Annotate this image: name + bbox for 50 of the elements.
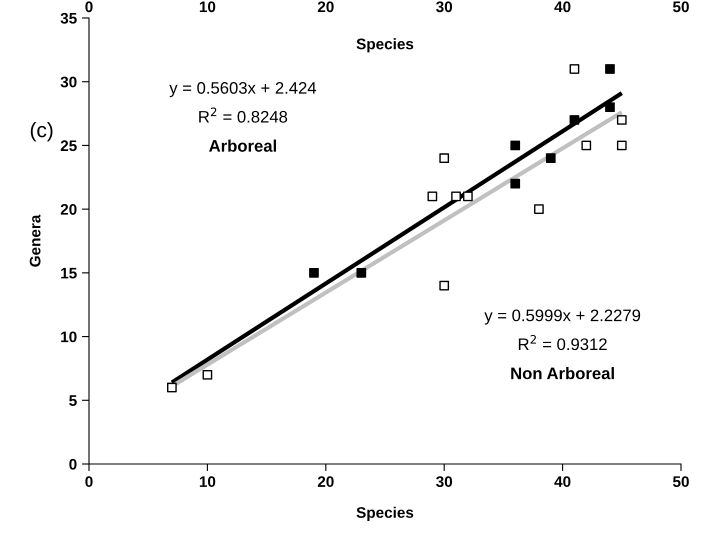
y-tick-label: 10 xyxy=(61,331,77,342)
x2-tick-label: 0 xyxy=(85,476,93,488)
point xyxy=(463,192,473,202)
point xyxy=(439,153,450,164)
x-tick-label: 10 xyxy=(200,1,216,12)
x2-tick-label: 10 xyxy=(200,476,216,488)
x-tick-label: 50 xyxy=(672,1,689,12)
annotation: Arboreal xyxy=(209,140,276,152)
annotation: y = 0.5999x + 2.2279 xyxy=(484,309,640,325)
x-tick-label: 20 xyxy=(318,1,334,12)
point xyxy=(581,140,592,150)
point xyxy=(605,102,615,112)
annotation: y = 0.5603x + 2.424 xyxy=(169,82,316,98)
point xyxy=(451,192,461,202)
point xyxy=(510,178,520,189)
x-tick-label: 30 xyxy=(436,1,452,12)
annotation: R$^{2}$ = 0.9312 xyxy=(518,334,607,350)
text: (c) xyxy=(30,122,52,142)
y-tick-label: 20 xyxy=(60,204,77,215)
annotation: R$^{2}$ = 0.8248 xyxy=(199,107,288,123)
x2-axis-title: Species xyxy=(356,38,414,52)
point xyxy=(616,115,627,125)
point xyxy=(510,140,520,150)
point xyxy=(605,64,615,74)
point xyxy=(167,382,177,392)
annotation: Non Arboreal xyxy=(511,367,614,380)
y-tick-label: 30 xyxy=(60,76,77,88)
x-tick-label: 40 xyxy=(554,1,570,12)
point xyxy=(356,268,366,278)
point xyxy=(428,192,438,202)
x2-tick-label: 20 xyxy=(318,476,334,488)
point xyxy=(616,140,627,150)
point xyxy=(309,268,319,278)
point xyxy=(439,280,450,290)
y-tick-label: 5 xyxy=(69,395,77,406)
y-tick-label: 15 xyxy=(61,268,77,279)
x-tick-label: 0 xyxy=(85,1,93,12)
x2-tick-label: 40 xyxy=(554,476,570,488)
x2-tick-label: 50 xyxy=(672,476,689,488)
point xyxy=(534,204,544,214)
y-tick-label: 0 xyxy=(69,458,77,470)
y-tick-label: 25 xyxy=(60,140,77,152)
point xyxy=(570,115,580,125)
point xyxy=(570,64,580,74)
y-axis-title: Genera xyxy=(30,214,41,267)
point xyxy=(546,153,556,164)
y-tick-label: 35 xyxy=(60,12,77,24)
point xyxy=(202,370,212,380)
x2-tick-label: 30 xyxy=(436,476,452,488)
x-axis-title: Species xyxy=(356,506,414,521)
